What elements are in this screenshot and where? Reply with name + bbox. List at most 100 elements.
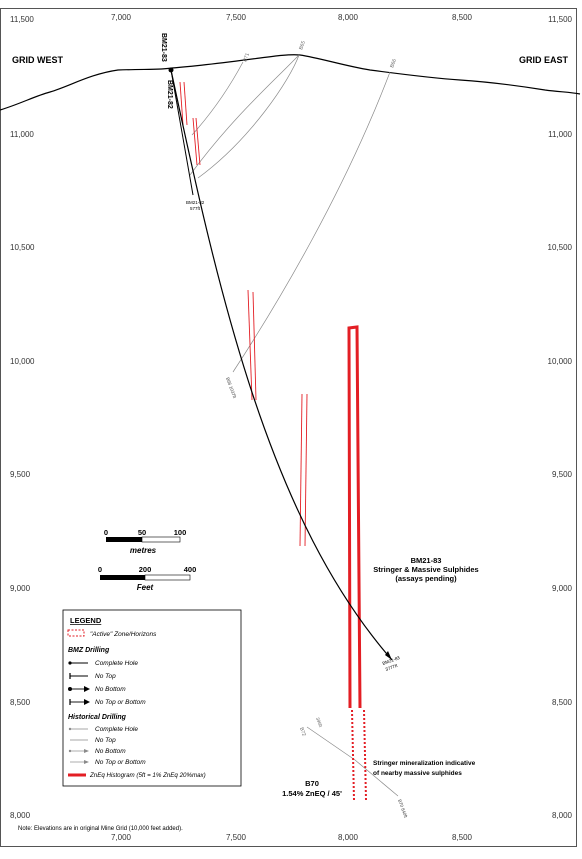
legend-bmz-arrow — [84, 699, 90, 705]
y-tick-label: 11,500 — [10, 15, 34, 24]
hole-b65 — [189, 54, 300, 176]
legend-hist-label: No Top — [95, 737, 116, 744]
hole-b66-label: B66 — [389, 58, 398, 69]
bm21-82-collar-label: BM21-82 — [166, 80, 173, 109]
bm21-83-end-label: BM21-83 — [382, 655, 401, 666]
hole-bm21-82 — [170, 69, 194, 196]
legend-bmz-heading: BMZ Drilling — [68, 647, 110, 654]
legend-bmz-dot — [68, 687, 72, 691]
legend-hist-label: No Bottom — [95, 748, 126, 755]
y-tick-label: 10,500 — [10, 243, 35, 252]
bm21-83-annotation-title: BM21-83 — [411, 556, 442, 565]
hole-b72-depth-label: 396ft — [315, 717, 323, 729]
scalebar-metres-white — [141, 536, 181, 543]
legend-active-label: "Active" Zone/Horizons — [90, 631, 157, 638]
legend-box — [62, 609, 242, 787]
y-tick-label: 8,500 — [552, 698, 573, 707]
x-tick-label: 7,000 — [111, 13, 132, 22]
legend-hist-label: No Top or Bottom — [95, 759, 146, 766]
bm21-83-annotation-line3: (assays pending) — [395, 574, 457, 583]
bm21-83-annotation-line2: Stringer & Massive Sulphides — [373, 565, 478, 574]
x-axis-bottom: 7,000 7,500 8,000 8,500 — [111, 833, 473, 842]
scalebar-feet-tick: 0 — [98, 565, 102, 574]
interval-upper-d — [195, 117, 201, 166]
legend-hist-dot — [68, 727, 72, 731]
zneq-histogram — [347, 325, 367, 801]
scalebar-feet-black — [100, 575, 145, 580]
legend-bmz-label: No Top or Bottom — [95, 699, 146, 706]
interval-lower-b — [304, 393, 308, 547]
y-tick-label: 10,000 — [548, 357, 573, 366]
legend-bmz-arrow — [84, 686, 90, 692]
b70-value: 1.54% ZnEQ / 45' — [282, 789, 342, 798]
topography-line — [0, 54, 581, 111]
grid-east-label: GRID EAST — [519, 55, 569, 65]
map-frame — [0, 8, 577, 847]
bm21-82-end-label: BM21-82 — [186, 200, 205, 205]
y-axis-left: 11,500 11,000 10,500 10,000 9,500 9,000 … — [10, 15, 35, 820]
legend-hist-dot — [68, 749, 72, 753]
stringer-annotation-line1: Stringer mineralization indicative — [373, 760, 476, 767]
interval-lower-a — [299, 393, 303, 547]
interval-upper-b — [183, 81, 188, 126]
legend-bmz-label: No Top — [95, 673, 116, 680]
hole-b65b — [197, 54, 300, 179]
legend-hist-heading: Historical Drilling — [68, 714, 127, 721]
scalebar-feet-white — [144, 574, 191, 581]
x-tick-label: 7,500 — [226, 13, 247, 22]
x-tick-label: 7,500 — [226, 833, 247, 842]
scalebar-feet-tick: 200 — [139, 565, 152, 574]
scalebar-metres-black — [106, 537, 142, 542]
y-tick-label: 9,500 — [10, 470, 31, 479]
y-tick-label: 11,500 — [548, 15, 572, 24]
legend-bmz-symbols — [70, 662, 88, 703]
b70-title: B70 — [305, 779, 319, 788]
historical-holes — [189, 54, 399, 797]
y-tick-label: 9,000 — [10, 584, 31, 593]
y-axis-right: 11,500 11,000 10,500 10,000 9,500 9,000 … — [548, 15, 573, 820]
histogram-bar — [347, 325, 362, 709]
legend-bmz-dot — [68, 661, 72, 665]
scalebar-metres-tick: 50 — [138, 528, 146, 537]
legend-bmz-label: No Bottom — [95, 686, 126, 693]
x-tick-label: 7,000 — [111, 833, 132, 842]
scalebar-metres-tick: 100 — [174, 528, 187, 537]
y-tick-label: 9,000 — [552, 584, 573, 593]
y-tick-label: 10,500 — [548, 243, 573, 252]
scalebar-metres-tick: 0 — [104, 528, 108, 537]
grid-west-label: GRID WEST — [12, 55, 64, 65]
legend-hist-arrow — [84, 760, 89, 764]
interval-mid-a — [247, 289, 253, 401]
hole-b71-label: B71 — [242, 52, 251, 63]
legend-histogram-label: ZnEq Histogram (5ft = 1% ZnEq 20%max) — [89, 772, 206, 779]
y-tick-label: 8,000 — [552, 811, 573, 820]
y-tick-label: 11,000 — [10, 130, 34, 139]
histogram-dotted — [351, 709, 367, 801]
scalebar-feet-tick: 400 — [184, 565, 197, 574]
y-tick-label: 11,000 — [548, 130, 572, 139]
legend-active-swatch — [67, 629, 85, 637]
legend-bmz-label: Complete Hole — [95, 660, 138, 667]
legend-hist-label: Complete Hole — [95, 726, 138, 733]
bm21-83-collar-label: BM21-83 — [160, 33, 167, 62]
hole-b70-end-label: B70 840ft — [397, 799, 409, 820]
legend-hist-symbols — [70, 728, 88, 763]
x-tick-label: 8,500 — [452, 13, 473, 22]
interval-mid-b — [252, 291, 257, 401]
hole-bm21-83 — [170, 69, 393, 661]
y-tick-label: 9,500 — [552, 470, 573, 479]
hole-b72 — [306, 726, 399, 797]
hole-b65-label: B65 — [298, 40, 307, 51]
bmz-holes — [170, 69, 393, 661]
scalebar-feet-unit: Feet — [137, 583, 154, 592]
x-tick-label: 8,000 — [338, 833, 359, 842]
legend: LEGEND "Active" Zone/Horizons BMZ Drilli… — [62, 609, 242, 787]
hole-b66 — [232, 71, 391, 373]
x-tick-label: 8,500 — [452, 833, 473, 842]
hole-b66-end-label: B66 1037ft — [225, 377, 237, 400]
collar-marker — [168, 67, 174, 73]
scalebar-metres-unit: metres — [130, 546, 157, 555]
legend-hist-arrow — [84, 749, 89, 753]
footnote: Note: Elevations are in original Mine Gr… — [18, 826, 183, 832]
